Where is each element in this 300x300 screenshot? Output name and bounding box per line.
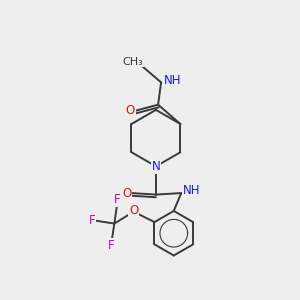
Text: O: O (126, 104, 135, 117)
Text: O: O (122, 187, 131, 200)
Text: F: F (108, 239, 115, 252)
Text: N: N (152, 160, 160, 173)
Text: F: F (114, 193, 121, 206)
Text: CH₃: CH₃ (122, 57, 143, 67)
Text: F: F (89, 214, 95, 227)
Text: NH: NH (164, 74, 181, 87)
Text: O: O (129, 204, 138, 217)
Text: NH: NH (183, 184, 200, 196)
